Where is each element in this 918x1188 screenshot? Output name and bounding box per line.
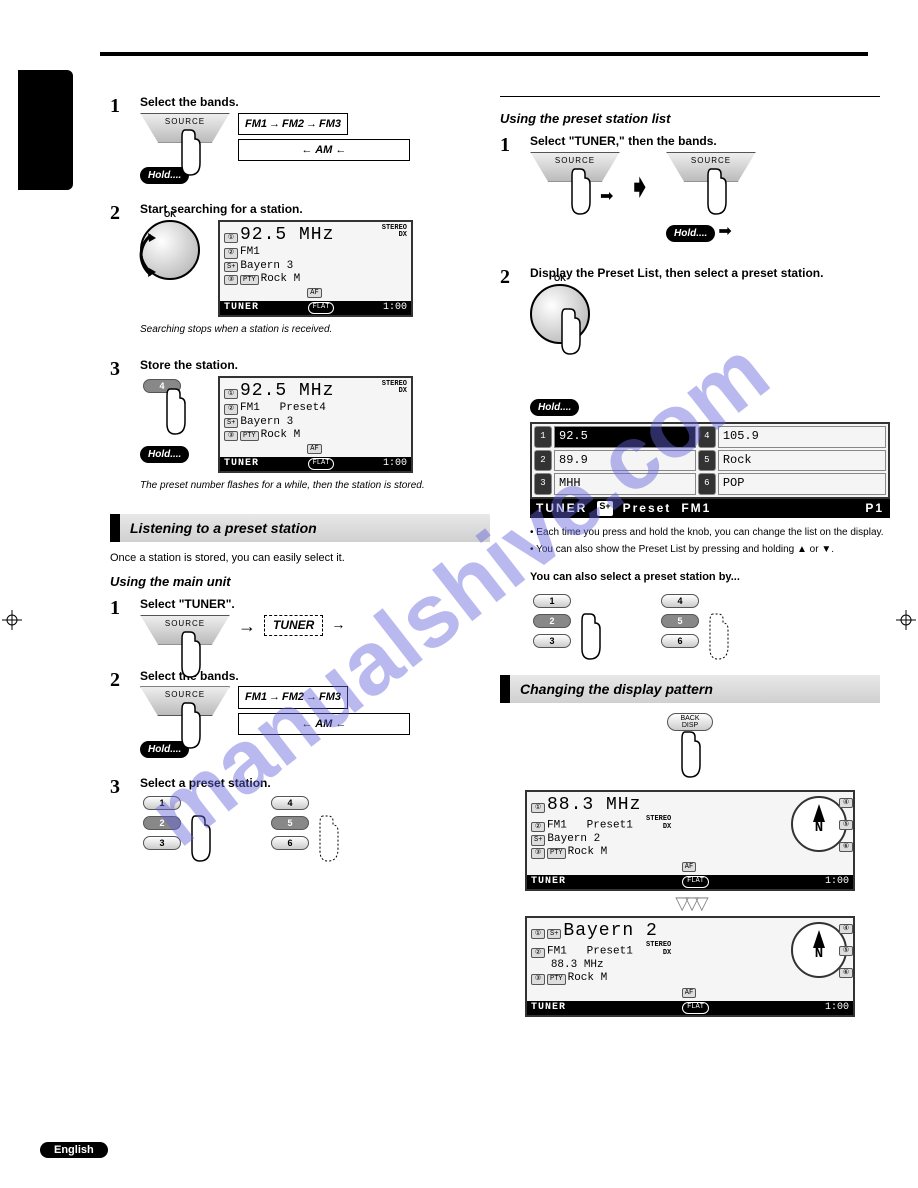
- crop-mark-right: [896, 610, 916, 630]
- preset-button-6[interactable]: 6: [271, 836, 309, 850]
- preset-button-2[interactable]: 2: [143, 816, 181, 830]
- preset-button-5[interactable]: 5: [271, 816, 309, 830]
- step-title: Store the station.: [140, 358, 490, 374]
- finger-icon: [170, 698, 210, 753]
- preset-button-3[interactable]: 3: [143, 836, 181, 850]
- tuner-label: TUNER: [264, 615, 323, 637]
- step-number: 3: [110, 776, 130, 799]
- step-title: Start searching for a station.: [140, 202, 490, 218]
- preset-button-4[interactable]: 4: [661, 594, 699, 608]
- preset-button-5[interactable]: 5: [661, 614, 699, 628]
- hold-badge: Hold....: [140, 446, 189, 463]
- note-text: • Each time you press and hold the knob,…: [530, 526, 890, 539]
- step-title: Select a preset station.: [140, 776, 490, 792]
- finger-icon: [170, 627, 210, 682]
- step-3: 3 Store the station. 4 Hold.... ①92.5 MH…: [110, 358, 490, 496]
- band-am: ← AM ←: [238, 139, 410, 161]
- step-number: 2: [500, 266, 520, 289]
- section-header: Listening to a preset station: [110, 514, 490, 542]
- finger-icon: [180, 811, 220, 866]
- step-b1: 1 Select "TUNER". SOURCE → TUNER →: [110, 597, 490, 651]
- down-arrow-icon: ▽▽▽: [500, 893, 880, 914]
- hold-badge: Hold....: [530, 399, 579, 416]
- step-number: 3: [110, 358, 130, 381]
- step-note: The preset number flashes for a while, t…: [140, 479, 490, 492]
- rotate-arrows-icon: [136, 230, 206, 280]
- hold-badge: Hold....: [666, 225, 715, 242]
- step-number: 2: [110, 669, 130, 692]
- crop-mark-left: [2, 610, 22, 630]
- preset-button-4[interactable]: 4: [271, 796, 309, 810]
- step-number: 1: [110, 95, 130, 118]
- note-text: • You can also show the Preset List by p…: [530, 543, 890, 556]
- finger-icon: [696, 164, 736, 219]
- finger-icon: [155, 384, 195, 439]
- band-cycle: FM1FM2FM3: [238, 113, 348, 135]
- step-1: 1 Select the bands. SOURCE FM1FM2FM3 ← A…: [110, 95, 490, 184]
- subsection-title: Using the main unit: [110, 574, 490, 589]
- ok-label: OK: [554, 274, 566, 284]
- lcd-display-a: ①88.3 MHz ②FM1 Preset1 STEREODX S+Bayern…: [525, 790, 855, 891]
- step-b2: 2 Select the bands. SOURCE FM1FM2FM3 ← A…: [110, 669, 490, 758]
- divider: [500, 96, 880, 97]
- preset-button-6[interactable]: 6: [661, 634, 699, 648]
- lcd-display-b: ①S+Bayern 2 ②FM1 Preset1 STEREODX 88.3 M…: [525, 916, 855, 1017]
- preset-list-footer: TUNER S+ Preset FM1 P1: [530, 499, 890, 519]
- finger-outline-icon: [308, 811, 348, 866]
- preset-button-1[interactable]: 1: [533, 594, 571, 608]
- page-footer: English: [40, 1142, 108, 1158]
- top-rule: [100, 52, 868, 56]
- finger-icon: [560, 164, 600, 219]
- step-b3: 3 Select a preset station. 1 2 3 4 5: [110, 776, 490, 860]
- lcd-display: ①92.5 MHzSTEREODX ②FM1 Preset4 S+Bayern …: [218, 376, 413, 473]
- step-c2: 2 Display the Preset List, then select a…: [500, 266, 880, 656]
- preset-button-3[interactable]: 3: [533, 634, 571, 648]
- section-intro: Once a station is stored, you can easily…: [110, 552, 490, 564]
- section-title: Listening to a preset station: [130, 520, 480, 536]
- step-number: 1: [500, 134, 520, 157]
- band-am: ← AM ←: [238, 713, 410, 735]
- finger-icon: [570, 609, 610, 664]
- step-2: 2 Start searching for a station. OK ①92.…: [110, 202, 490, 340]
- step-note: Searching stops when a station is receiv…: [140, 323, 490, 336]
- step-title: Select "TUNER".: [140, 597, 490, 613]
- step-title: Select the bands.: [140, 95, 490, 111]
- preset-button-1[interactable]: 1: [143, 796, 181, 810]
- step-c1: 1 Select "TUNER," then the bands. SOURCE…: [500, 134, 880, 248]
- step-number: 1: [110, 597, 130, 620]
- finger-icon: [670, 727, 710, 782]
- finger-icon: [170, 125, 210, 180]
- ok-label: OK: [164, 210, 176, 220]
- subsection-title: Using the preset station list: [500, 111, 880, 126]
- preset-list-table: 192.54105.9 289.95Rock 3MHH6POP: [530, 422, 890, 499]
- finger-icon: [550, 304, 590, 359]
- step-title: Display the Preset List, then select a p…: [530, 266, 890, 282]
- band-cycle: FM1FM2FM3: [238, 686, 348, 708]
- also-text: You can also select a preset station by.…: [530, 570, 890, 584]
- finger-outline-icon: [698, 609, 738, 664]
- step-number: 2: [110, 202, 130, 225]
- preset-button-2[interactable]: 2: [533, 614, 571, 628]
- section-header: Changing the display pattern: [500, 675, 880, 703]
- side-tab: [18, 70, 73, 190]
- step-title: Select "TUNER," then the bands.: [530, 134, 880, 150]
- section-title: Changing the display pattern: [520, 681, 870, 697]
- lcd-display: ①92.5 MHzSTEREODX ②FM1 S+Bayern 3 ③PTYRo…: [218, 220, 413, 317]
